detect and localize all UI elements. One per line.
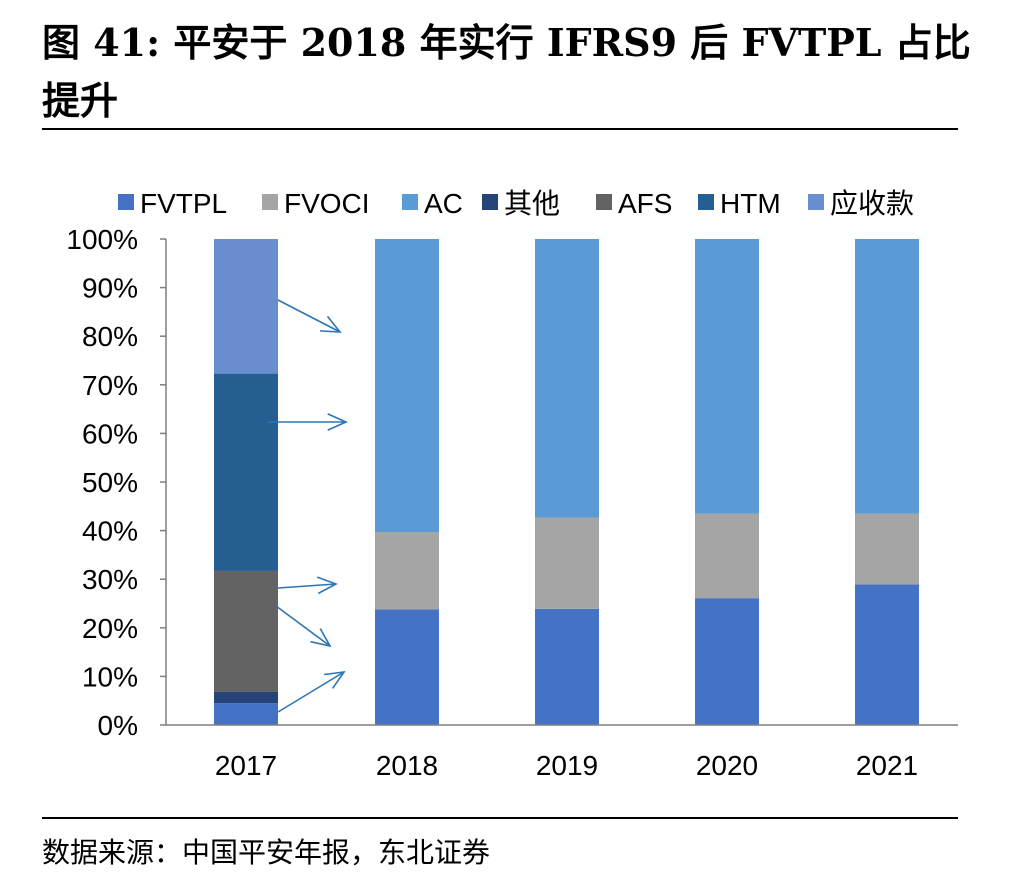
bar-segment-2019-AC	[535, 239, 599, 518]
legend-label: AFS	[618, 188, 672, 219]
y-tick-label: 60%	[82, 418, 138, 449]
legend-label: AC	[424, 188, 463, 219]
bar-segment-2021-AC	[855, 239, 919, 514]
bar-segment-2020-FVTPL	[695, 598, 759, 725]
bar-segment-2018-FVTPL	[375, 609, 439, 725]
annotation-arrow	[268, 413, 348, 431]
x-tick-label: 2020	[696, 750, 758, 781]
legend-label: 应收款	[830, 188, 914, 219]
legend-label: HTM	[720, 188, 781, 219]
bar-segment-2020-FVOCI	[695, 513, 759, 599]
y-tick-label: 40%	[82, 516, 138, 547]
y-tick-label: 90%	[82, 273, 138, 304]
y-tick-label: 0%	[98, 710, 138, 741]
legend-label: 其他	[504, 188, 560, 219]
y-tick-label: 10%	[82, 661, 138, 692]
y-tick-label: 30%	[82, 564, 138, 595]
bar-segment-2021-FVOCI	[855, 513, 919, 585]
annotation-arrows	[268, 299, 348, 713]
bar-segment-2017-其他	[214, 691, 278, 704]
legend-swatch	[698, 194, 714, 210]
bar-segment-2017-FVTPL	[214, 703, 278, 725]
bar-segment-2018-AC	[375, 239, 439, 533]
annotation-arrow	[277, 670, 346, 713]
x-tick-label: 2021	[856, 750, 918, 781]
annotation-arrow	[277, 576, 338, 595]
data-source-note: 数据来源：中国平安年报，东北证券	[42, 836, 491, 869]
legend-swatch	[808, 194, 824, 210]
title-divider	[42, 128, 958, 130]
x-tick-label: 2017	[215, 750, 277, 781]
source-divider	[42, 817, 958, 819]
y-tick-label: 70%	[82, 370, 138, 401]
y-tick-label: 20%	[82, 613, 138, 644]
y-tick-label: 100%	[66, 224, 138, 255]
figure-title: 图 41: 平安于 2018 年实行 IFRS9 后 FVTPL 占比提升	[42, 20, 971, 123]
bar-segment-2019-FVOCI	[535, 517, 599, 609]
bar-segment-2017-HTM	[214, 373, 278, 571]
bar-segment-2018-FVOCI	[375, 532, 439, 610]
legend: FVTPL FVOCI AC 其他 AFS HTM 应收款	[118, 188, 914, 219]
bar-segment-2019-FVTPL	[535, 608, 599, 725]
bar-segment-2020-AC	[695, 239, 759, 514]
y-tick-label: 80%	[82, 321, 138, 352]
bar-segment-2017-AFS	[214, 570, 278, 692]
bar-segment-2017-应收款	[214, 239, 278, 374]
x-tick-label: 2018	[376, 750, 438, 781]
legend-swatch	[482, 194, 498, 210]
bar-segment-2021-FVTPL	[855, 584, 919, 725]
annotation-arrow	[275, 605, 332, 648]
legend-swatch	[262, 194, 278, 210]
legend-label: FVOCI	[284, 188, 370, 219]
legend-swatch	[118, 194, 134, 210]
legend-swatch	[402, 194, 418, 210]
y-axis: 0% 10% 20% 30% 40% 50% 60% 70% 80% 90% 100%	[66, 224, 167, 741]
annotation-arrow	[277, 299, 342, 333]
legend-label: FVTPL	[140, 188, 227, 219]
x-tick-label: 2019	[536, 750, 598, 781]
x-axis: 2017 2018 2019 2020 2021	[166, 724, 958, 781]
bars	[214, 239, 919, 725]
y-tick-label: 50%	[82, 467, 138, 498]
legend-swatch	[596, 194, 612, 210]
